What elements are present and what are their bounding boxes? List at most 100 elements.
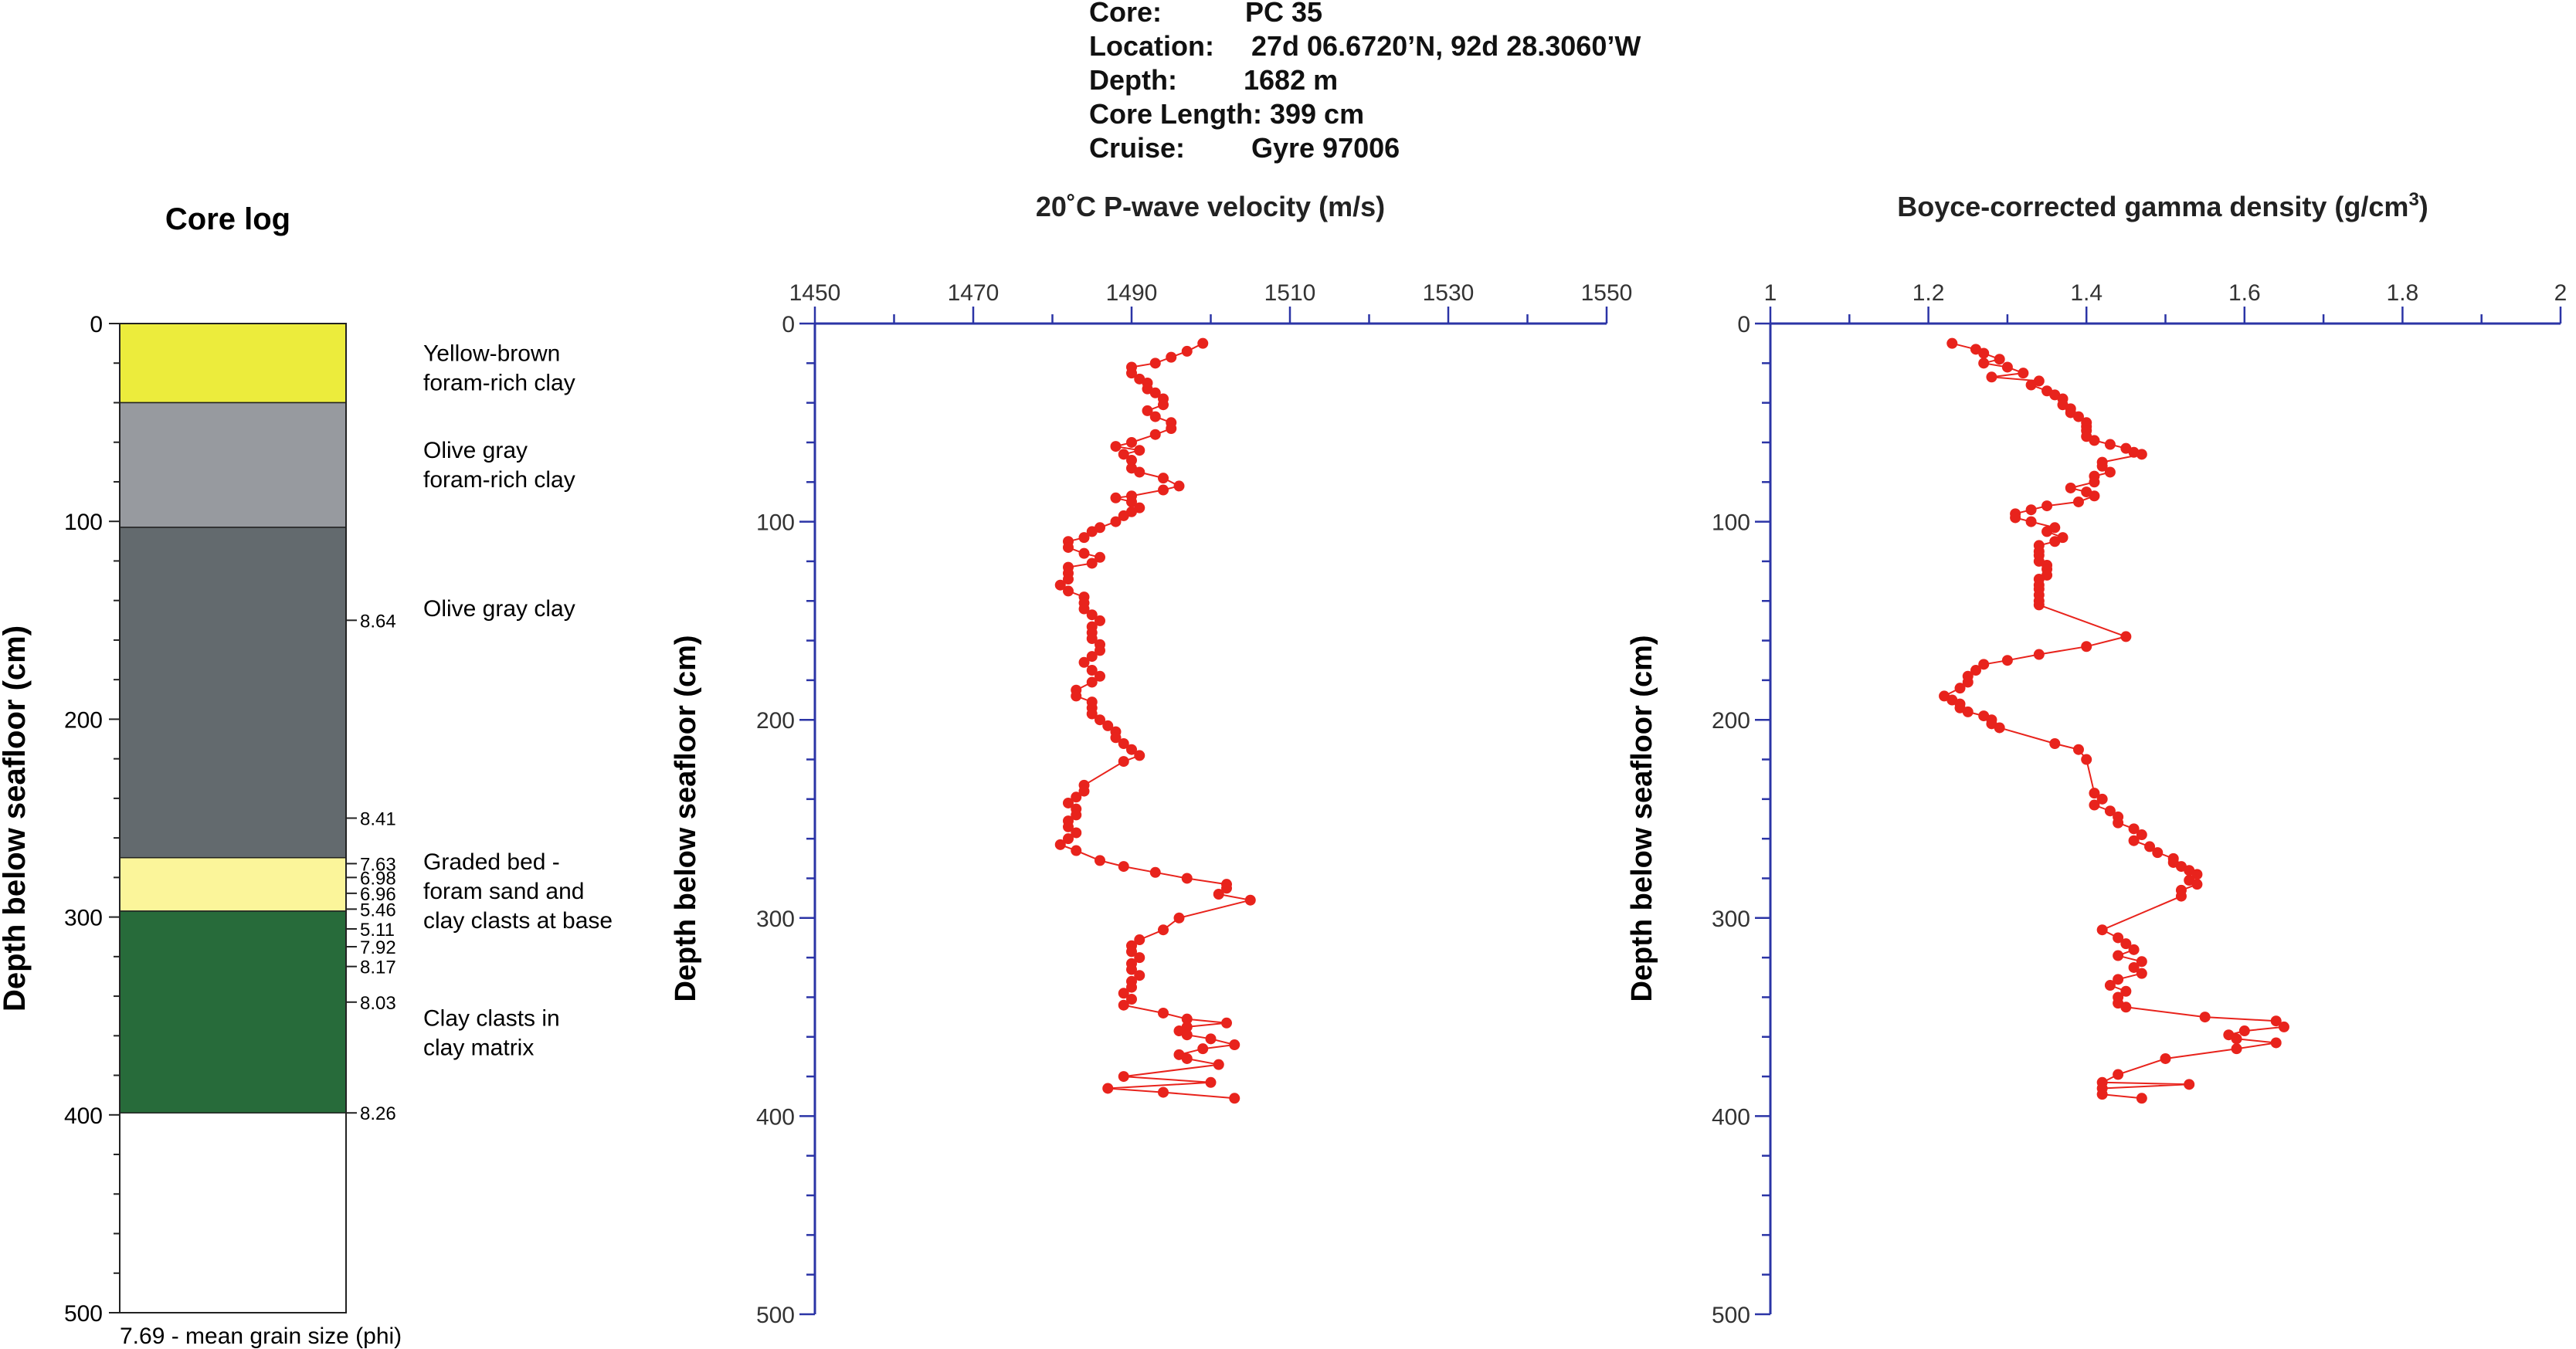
data-point <box>2018 368 2029 379</box>
grain-size-label: 5.11 <box>360 920 395 941</box>
data-point <box>2270 1015 2282 1027</box>
data-series-line <box>1058 342 1251 1100</box>
data-point <box>1173 480 1185 492</box>
data-point <box>1110 492 1122 503</box>
chart-y-axis-label: Depth below seafloor (cm) <box>1626 635 1658 1002</box>
data-point <box>1994 354 2005 365</box>
lithology-unit <box>119 527 347 859</box>
data-point <box>1095 670 1105 682</box>
data-point <box>1244 894 1256 906</box>
data-point <box>2191 879 2203 890</box>
lithology-unit <box>119 402 347 528</box>
chart-y-tick-label: 200 <box>1712 708 1750 734</box>
data-point <box>2089 788 2100 799</box>
data-point <box>1181 1052 1193 1064</box>
data-point <box>1126 744 1137 755</box>
header-value: Gyre 97006 <box>1251 132 1400 164</box>
grain-size-footnote: 7.69 - mean grain size (phi) <box>120 1324 402 1349</box>
data-point <box>1126 946 1137 958</box>
data-point <box>1197 337 1209 349</box>
data-point <box>1071 791 1082 803</box>
data-point <box>2128 823 2140 835</box>
data-point <box>2136 956 2147 968</box>
data-point <box>1102 720 1114 731</box>
chart-x-tick-label: 1550 <box>1581 280 1633 306</box>
data-point <box>1126 496 1137 507</box>
grain-size-label: 5.46 <box>360 900 396 920</box>
data-point <box>2041 526 2053 537</box>
data-point <box>2113 950 2124 961</box>
data-point <box>1102 1083 1114 1094</box>
data-point <box>2072 411 2084 422</box>
chart-x-tick-label: 1490 <box>1106 280 1158 306</box>
data-point <box>2120 1002 2132 1013</box>
data-point <box>1221 1017 1232 1029</box>
core-log-title: Core log <box>165 202 290 236</box>
grain-size-label: 7.63 <box>360 854 396 875</box>
data-point <box>1134 970 1145 981</box>
data-point <box>1126 368 1137 379</box>
chart-panel-1: 20˚C P-wave velocity (m/s) Depth below se… <box>670 191 1632 1328</box>
header-label: Core Length: <box>1089 98 1270 130</box>
data-point <box>1173 912 1185 924</box>
data-point <box>1071 809 1082 821</box>
chart-x-tick-label: 1.6 <box>2228 280 2261 306</box>
data-point <box>1134 445 1145 456</box>
data-point <box>1221 883 1232 894</box>
data-point <box>1181 345 1193 357</box>
data-point <box>2113 817 2124 829</box>
lithology-description: clay clasts at base <box>423 908 613 934</box>
data-point <box>2199 1012 2211 1023</box>
chart-y-axis-label: Depth below seafloor (cm) <box>670 635 702 1002</box>
data-point <box>1110 441 1122 452</box>
grain-size-label: 8.17 <box>360 958 396 978</box>
data-point <box>2113 1069 2124 1080</box>
data-point <box>1149 358 1161 369</box>
chart-y-tick-label: 100 <box>1712 510 1750 536</box>
chart-y-tick-label: 100 <box>756 510 795 536</box>
data-point <box>1149 411 1161 422</box>
chart-x-tick-label: 1470 <box>948 280 1000 306</box>
core-depth-tick-label: 400 <box>64 1103 103 1129</box>
data-point <box>1978 347 1990 359</box>
data-point <box>1118 999 1129 1011</box>
chart-x-tick-label: 1.4 <box>2070 280 2103 306</box>
header-label: Core: <box>1089 0 1162 28</box>
data-point <box>1213 889 1224 900</box>
chart-y-tick-label: 200 <box>756 708 795 734</box>
header-row: Location: 27d 06.6720’N, 92d 28.3060’W <box>1089 29 1641 63</box>
data-point <box>2113 932 2124 944</box>
data-point <box>2104 439 2116 450</box>
chart-y-tick-label: 0 <box>1737 312 1750 337</box>
lithology-description: foram sand and <box>423 879 584 904</box>
data-point <box>2025 516 2037 527</box>
lithology-description: Graded bed - <box>423 849 560 875</box>
data-point <box>2104 980 2116 991</box>
lithology-description: Olive gray clay <box>423 596 575 622</box>
data-point <box>1071 690 1082 702</box>
data-point <box>1134 952 1145 964</box>
data-point <box>1086 609 1098 621</box>
data-point <box>2238 1025 2250 1037</box>
data-point <box>2128 944 2140 955</box>
data-point <box>1063 821 1074 832</box>
data-point <box>1118 1071 1129 1083</box>
data-point <box>2049 536 2061 547</box>
data-point <box>1118 988 1129 999</box>
chart-x-tick-label: 1530 <box>1423 280 1475 306</box>
data-point <box>1071 827 1082 839</box>
data-point <box>1126 455 1137 466</box>
data-point <box>2136 829 2147 841</box>
grain-size-label: 8.41 <box>360 809 396 830</box>
header-label: Depth: <box>1089 64 1177 96</box>
data-point <box>1181 1029 1193 1041</box>
data-point <box>1205 1076 1217 1088</box>
lithology-description: Olive gray <box>423 438 528 463</box>
data-point <box>2089 490 2100 502</box>
data-point <box>2104 805 2116 817</box>
data-point <box>1063 833 1074 845</box>
data-point <box>1054 839 1066 850</box>
data-point <box>2160 1052 2171 1064</box>
data-point <box>1126 436 1137 448</box>
data-point <box>2120 985 2132 997</box>
